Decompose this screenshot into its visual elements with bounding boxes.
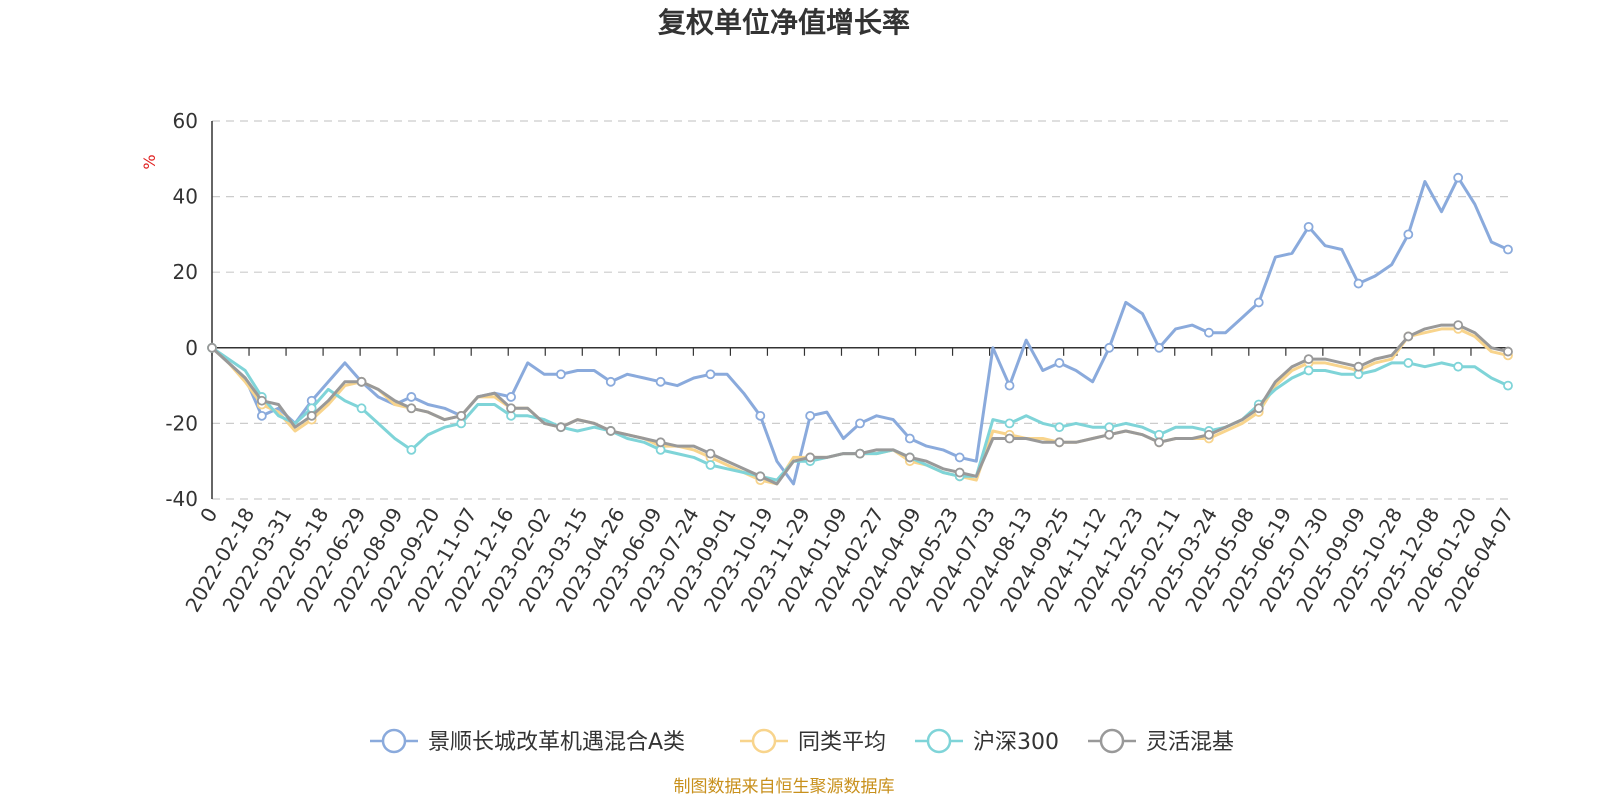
series-0-point: [904, 433, 915, 444]
series-3-point: [805, 452, 816, 463]
series-0-point: [1353, 278, 1364, 289]
legend-marker: [1099, 728, 1125, 754]
legend-item-0[interactable]: 景顺长城改革机遇混合A类: [370, 728, 685, 755]
series-3-point: [356, 376, 367, 387]
series-3-point: [256, 395, 267, 406]
series-0-point: [1054, 358, 1065, 368]
series-2-point: [705, 460, 716, 470]
series-3-point: [755, 471, 766, 482]
x-tick-labels: 02022-02-182022-03-312022-05-182022-06-2…: [180, 504, 1518, 617]
series-2-point: [1303, 365, 1314, 376]
legend-label: 景顺长城改革机遇混合A类: [428, 730, 685, 755]
legend-marker: [926, 728, 952, 754]
chart-title: 复权单位净值增长率: [658, 6, 910, 39]
series-2-point: [356, 403, 367, 414]
y-tick-label: 0: [185, 336, 198, 360]
series-3-point: [207, 342, 217, 353]
legend-item-2[interactable]: 沪深300: [915, 728, 1059, 755]
y-tick-label: 40: [173, 185, 198, 209]
y-tick-labels: 60 40 20 0 -20 -40: [165, 109, 198, 511]
series-3-point: [1004, 433, 1015, 444]
series-0-point: [1453, 172, 1464, 183]
legend-label: 同类平均: [798, 730, 886, 755]
series-0-point: [755, 410, 766, 421]
series-0-point: [1004, 380, 1015, 391]
series-line-3: [210, 323, 1509, 486]
series-0-point: [1253, 297, 1264, 308]
series-line-0: [210, 176, 1509, 486]
series-0-point: [954, 452, 965, 463]
series-0-point: [506, 392, 516, 402]
series-0-point: [406, 392, 417, 402]
y-tick-label: -40: [165, 487, 198, 511]
series-3-point: [1054, 437, 1065, 448]
y-axis-unit: %: [140, 154, 159, 169]
series-3-point: [1503, 346, 1513, 357]
series-3-point: [506, 403, 516, 414]
legend-item-1[interactable]: 同类平均: [740, 728, 886, 755]
series-0-point: [1204, 327, 1214, 338]
series-2-point: [1403, 358, 1414, 368]
series-3-point: [1253, 403, 1264, 414]
legend-label: 沪深300: [973, 730, 1059, 755]
series-3-point: [1353, 361, 1364, 372]
series-3-point: [1453, 320, 1464, 331]
series-3-point: [1403, 331, 1414, 342]
series-0-point: [1503, 244, 1513, 255]
series-0-point: [1104, 342, 1115, 353]
series-2-point: [1054, 422, 1065, 433]
legend-label: 灵活混基: [1146, 730, 1234, 755]
series-3-point: [306, 410, 317, 421]
series-3-point: [1154, 437, 1164, 448]
series-2-point: [1453, 361, 1464, 372]
series-0-point: [605, 376, 616, 387]
series-3-point: [705, 448, 716, 459]
series-0-point: [256, 410, 267, 421]
series-3-point: [605, 426, 616, 436]
series-0-point: [705, 369, 716, 380]
series-line-2: [211, 346, 1509, 482]
series-3-point: [1204, 429, 1214, 440]
legend-marker: [751, 728, 777, 754]
legend-marker: [381, 728, 407, 754]
series-3-point: [904, 452, 915, 463]
y-tick-label: 20: [173, 260, 198, 284]
series-0-point: [1403, 229, 1414, 240]
y-tick-label: -20: [165, 411, 198, 435]
series-0-point: [1154, 342, 1164, 353]
series-2-point: [406, 444, 417, 455]
series-3-point: [456, 410, 467, 421]
series-0-point: [855, 418, 865, 429]
data-source-note: 制图数据来自恒生聚源数据库: [674, 777, 895, 797]
legend-item-3[interactable]: 灵活混基: [1088, 728, 1234, 755]
series-2-point: [1004, 418, 1015, 429]
series-3-point: [406, 403, 417, 414]
series-0-point: [805, 410, 816, 421]
series-lines: [207, 172, 1513, 486]
series-2-point: [1503, 380, 1513, 391]
legend[interactable]: 景顺长城改革机遇混合A类 同类平均 沪深300 灵活混基: [370, 728, 1234, 755]
series-3-point: [855, 448, 865, 459]
y-tick-label: 60: [173, 109, 198, 133]
series-0-point: [655, 376, 666, 387]
gridlines: [212, 120, 1508, 500]
series-3-point: [1104, 429, 1115, 440]
series-0-point: [556, 369, 566, 380]
series-3-point: [1303, 354, 1314, 365]
series-3-point: [655, 437, 666, 448]
series-3-point: [556, 422, 566, 433]
axes: [211, 121, 1509, 499]
series-0-point: [1303, 221, 1314, 232]
series-3-point: [954, 467, 965, 478]
x-tick-label: 0: [195, 504, 222, 527]
